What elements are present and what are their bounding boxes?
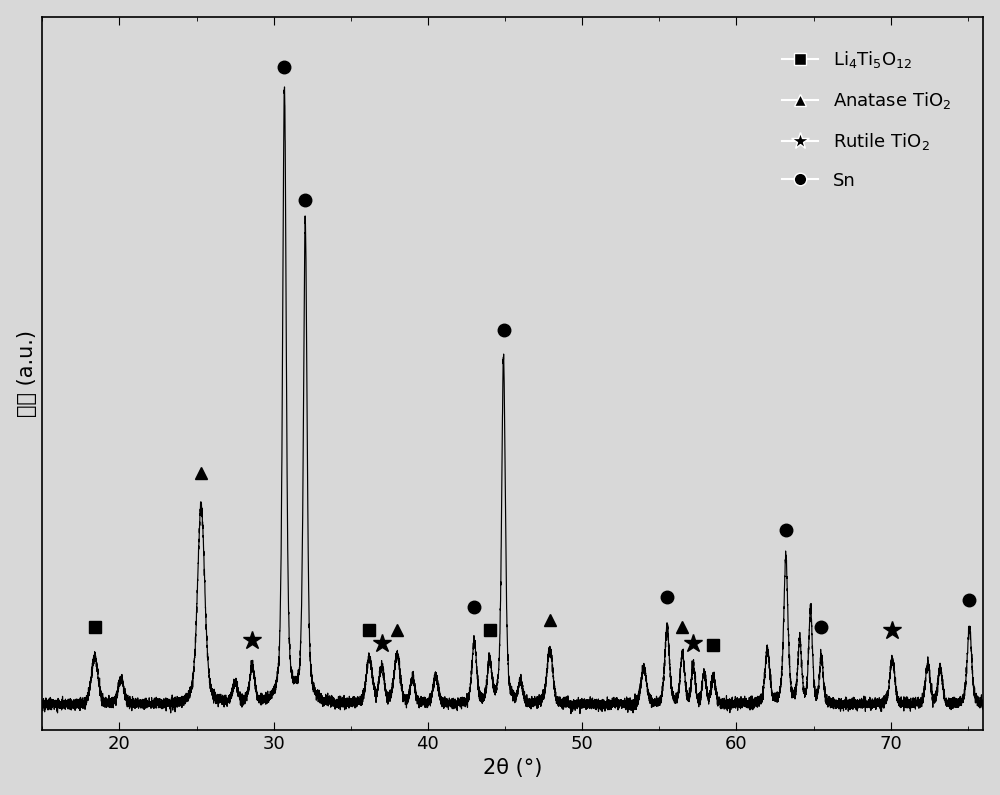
X-axis label: 2θ (°): 2θ (°) [483,758,542,778]
Legend: Li$_4$Ti$_5$O$_{12}$, Anatase TiO$_2$, Rutile TiO$_2$, Sn: Li$_4$Ti$_5$O$_{12}$, Anatase TiO$_2$, R… [764,31,969,207]
Y-axis label: 强度 (a.u.): 强度 (a.u.) [17,330,37,417]
